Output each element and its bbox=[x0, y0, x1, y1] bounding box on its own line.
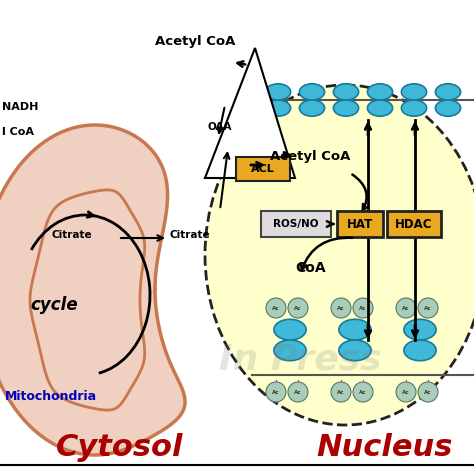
Circle shape bbox=[266, 298, 286, 318]
Ellipse shape bbox=[401, 84, 427, 100]
Text: Ac: Ac bbox=[294, 306, 302, 310]
Text: HDAC: HDAC bbox=[395, 218, 433, 230]
Ellipse shape bbox=[205, 85, 474, 425]
Ellipse shape bbox=[436, 84, 461, 100]
FancyBboxPatch shape bbox=[387, 211, 441, 237]
Text: Cytosol: Cytosol bbox=[56, 434, 184, 463]
Circle shape bbox=[331, 382, 351, 402]
Ellipse shape bbox=[404, 340, 436, 361]
Text: Ac: Ac bbox=[272, 390, 280, 394]
Text: Mitochondria: Mitochondria bbox=[5, 390, 97, 403]
Text: cycle: cycle bbox=[30, 296, 78, 314]
Ellipse shape bbox=[436, 100, 461, 116]
Text: Nucleus: Nucleus bbox=[317, 434, 453, 463]
Ellipse shape bbox=[339, 340, 371, 361]
Circle shape bbox=[353, 298, 373, 318]
Text: Ac: Ac bbox=[272, 306, 280, 310]
Text: Ac: Ac bbox=[424, 390, 432, 394]
Text: ACL: ACL bbox=[251, 164, 275, 174]
Ellipse shape bbox=[274, 340, 306, 361]
Text: OAA: OAA bbox=[208, 122, 233, 132]
Text: Ac: Ac bbox=[359, 390, 367, 394]
Ellipse shape bbox=[300, 100, 325, 116]
Circle shape bbox=[288, 298, 308, 318]
Ellipse shape bbox=[404, 319, 436, 340]
Ellipse shape bbox=[333, 84, 359, 100]
FancyBboxPatch shape bbox=[337, 211, 383, 237]
Text: Ac: Ac bbox=[424, 306, 432, 310]
Ellipse shape bbox=[367, 100, 392, 116]
Circle shape bbox=[396, 298, 416, 318]
Text: Ac: Ac bbox=[337, 306, 345, 310]
Circle shape bbox=[396, 382, 416, 402]
Ellipse shape bbox=[265, 100, 291, 116]
Circle shape bbox=[353, 382, 373, 402]
Circle shape bbox=[418, 298, 438, 318]
Circle shape bbox=[288, 382, 308, 402]
Ellipse shape bbox=[333, 100, 359, 116]
Text: Acetyl CoA: Acetyl CoA bbox=[155, 35, 235, 48]
Ellipse shape bbox=[265, 84, 291, 100]
Ellipse shape bbox=[367, 84, 392, 100]
Polygon shape bbox=[205, 48, 295, 178]
Text: In Press: In Press bbox=[219, 343, 381, 377]
Ellipse shape bbox=[274, 319, 306, 340]
Text: Citrate: Citrate bbox=[170, 230, 210, 240]
Circle shape bbox=[266, 382, 286, 402]
Text: NADH: NADH bbox=[2, 102, 38, 112]
FancyBboxPatch shape bbox=[261, 211, 331, 237]
FancyBboxPatch shape bbox=[236, 157, 290, 181]
Circle shape bbox=[418, 382, 438, 402]
Ellipse shape bbox=[401, 100, 427, 116]
Polygon shape bbox=[30, 190, 145, 410]
Text: Ac: Ac bbox=[359, 306, 367, 310]
Text: Acetyl CoA: Acetyl CoA bbox=[270, 150, 350, 163]
Circle shape bbox=[331, 298, 351, 318]
Polygon shape bbox=[0, 125, 185, 455]
Text: Ac: Ac bbox=[337, 390, 345, 394]
Text: l CoA: l CoA bbox=[2, 127, 34, 137]
Text: CoA: CoA bbox=[295, 261, 326, 275]
Text: Ac: Ac bbox=[294, 390, 302, 394]
Text: ROS/NO: ROS/NO bbox=[273, 219, 319, 229]
Text: HAT: HAT bbox=[347, 218, 373, 230]
Ellipse shape bbox=[339, 319, 371, 340]
Ellipse shape bbox=[300, 84, 325, 100]
Text: Ac: Ac bbox=[402, 390, 410, 394]
Text: Citrate: Citrate bbox=[52, 230, 92, 240]
Text: Ac: Ac bbox=[402, 306, 410, 310]
